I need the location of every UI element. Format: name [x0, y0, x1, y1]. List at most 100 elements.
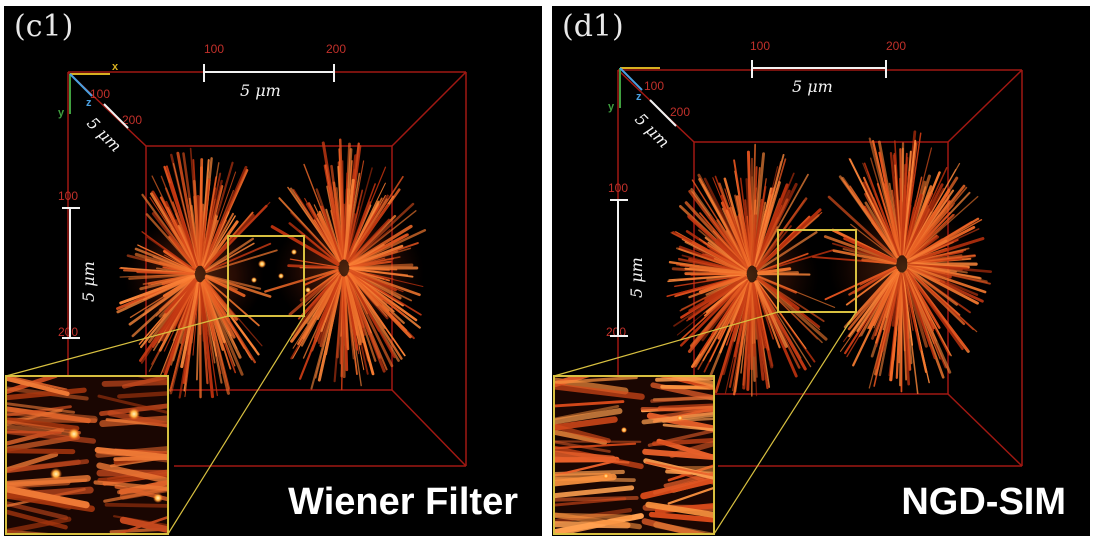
inset-fiber: [650, 394, 713, 403]
inset-zoom: [553, 375, 715, 535]
inset-fiber: [653, 521, 713, 533]
inset-fiber: [121, 377, 167, 389]
inset-fiber: [555, 442, 637, 450]
inset-fiber: [7, 408, 98, 423]
tick-z-100: 100: [644, 79, 664, 93]
axis-x-label: x: [112, 61, 119, 73]
inset-fiber: [7, 459, 90, 474]
inset-fiber: [7, 402, 76, 414]
inset-fiber: [662, 423, 713, 432]
inset-fiber: [107, 410, 167, 428]
inset-fiber: [7, 428, 97, 444]
inset-fiber: [7, 452, 59, 473]
inset-fiber: [555, 429, 608, 445]
inset-fiber: [555, 405, 620, 421]
zoom-region: [227, 235, 305, 317]
inset-fiber: [7, 501, 69, 521]
inset-fiber: [555, 377, 590, 388]
inset-fiber: [642, 448, 713, 461]
inset-fiber: [93, 480, 167, 491]
volume-render-c1: x y z 100 200 5 μm 100 200 5 μm 100 200 …: [5, 42, 467, 535]
scale-bar-x: [203, 64, 335, 82]
scale-bar-z: [103, 103, 129, 129]
inset-fiber: [7, 377, 68, 391]
scale-bar-y: [610, 199, 628, 337]
tick-z-100: 100: [90, 87, 110, 101]
axis-tripod: x y z: [58, 61, 119, 119]
tick-x-200: 200: [886, 39, 906, 53]
inset-fiber: [555, 377, 638, 385]
inset-fiber: [555, 400, 625, 408]
axis-y-label: y: [608, 101, 615, 113]
inset-fiber: [641, 411, 713, 425]
inset-fiber: [7, 417, 80, 431]
method-label: Wiener Filter: [288, 481, 518, 523]
axis-y-label: y: [58, 107, 65, 119]
scale-y-label: 5 μm: [79, 261, 98, 302]
inset-fiber: [117, 391, 167, 399]
inset-fiber: [555, 383, 645, 400]
tick-z-200: 200: [122, 113, 142, 127]
inset-fiber: [7, 509, 68, 530]
volume-render-d1: y z 100 200 5 μm 100 200 5 μm 100 200 5 …: [553, 39, 1023, 535]
inset-fiber: [96, 462, 167, 484]
tick-y-100: 100: [608, 181, 628, 195]
zoom-region: [777, 229, 857, 313]
scale-bar-x: [751, 60, 887, 78]
scale-x-label: 5 μm: [240, 81, 281, 100]
tick-z-200: 200: [670, 105, 690, 119]
inset-fiber: [555, 473, 617, 487]
scale-bar-z: [649, 99, 677, 127]
inset-fiber: [660, 377, 713, 390]
inset-fiber: [671, 377, 713, 388]
inset-zoom: [5, 375, 169, 535]
inset-fiber: [97, 394, 167, 414]
inset-fiber: [104, 502, 167, 508]
tick-x-100: 100: [204, 42, 224, 56]
inset-fiber: [648, 511, 713, 523]
inset-fiber: [555, 416, 618, 431]
inset-fiber: [555, 423, 611, 444]
inset-fiber: [655, 377, 713, 382]
panel-label: (c1): [14, 9, 74, 44]
scale-y-label: 5 μm: [627, 257, 646, 298]
inset-fiber: [645, 461, 713, 477]
inset-fiber: [555, 450, 617, 463]
scale-x-label: 5 μm: [792, 77, 833, 96]
inset-fiber: [652, 437, 713, 446]
tick-y-100: 100: [58, 189, 78, 203]
tick-y-200: 200: [58, 325, 78, 339]
inset-fiber: [645, 501, 713, 518]
inset-fiber: [640, 406, 713, 413]
inset-fiber: [555, 497, 627, 507]
panel-d1: y z 100 200 5 μm 100 200 5 μm 100 200 5 …: [552, 6, 1090, 536]
method-label: NGD-SIM: [901, 481, 1066, 523]
inset-fiber: [7, 420, 81, 435]
inset-fiber: [119, 516, 167, 533]
inset-fiber: [119, 485, 167, 500]
inset-fiber: [7, 516, 72, 533]
inset-fiber: [7, 485, 90, 509]
panel-label: (d1): [562, 9, 624, 44]
inset-fiber: [94, 447, 167, 461]
inset-fiber: [555, 512, 642, 530]
inset-fiber: [663, 471, 713, 488]
bright-spots: [251, 249, 311, 293]
inset-fiber: [7, 387, 87, 401]
inset-fiber: [7, 492, 95, 513]
axis-z-label: z: [636, 91, 642, 103]
tick-x-100: 100: [750, 39, 770, 53]
tick-x-200: 200: [326, 42, 346, 56]
scale-bar-y: [62, 207, 80, 339]
inset-fiber: [7, 377, 70, 397]
axis-tripod: y z: [608, 67, 660, 113]
inset-fiber: [555, 440, 611, 453]
axis-z-label: z: [86, 97, 92, 109]
inset-fiber: [7, 478, 88, 486]
inset-fiber: [667, 486, 713, 505]
inset-fiber: [555, 408, 623, 425]
inset-fiber: [113, 455, 167, 462]
panel-c1: x y z 100 200 5 μm 100 200 5 μm 100 200 …: [4, 6, 542, 536]
inset-fiber: [7, 448, 76, 455]
inset-fiber: [555, 485, 635, 499]
